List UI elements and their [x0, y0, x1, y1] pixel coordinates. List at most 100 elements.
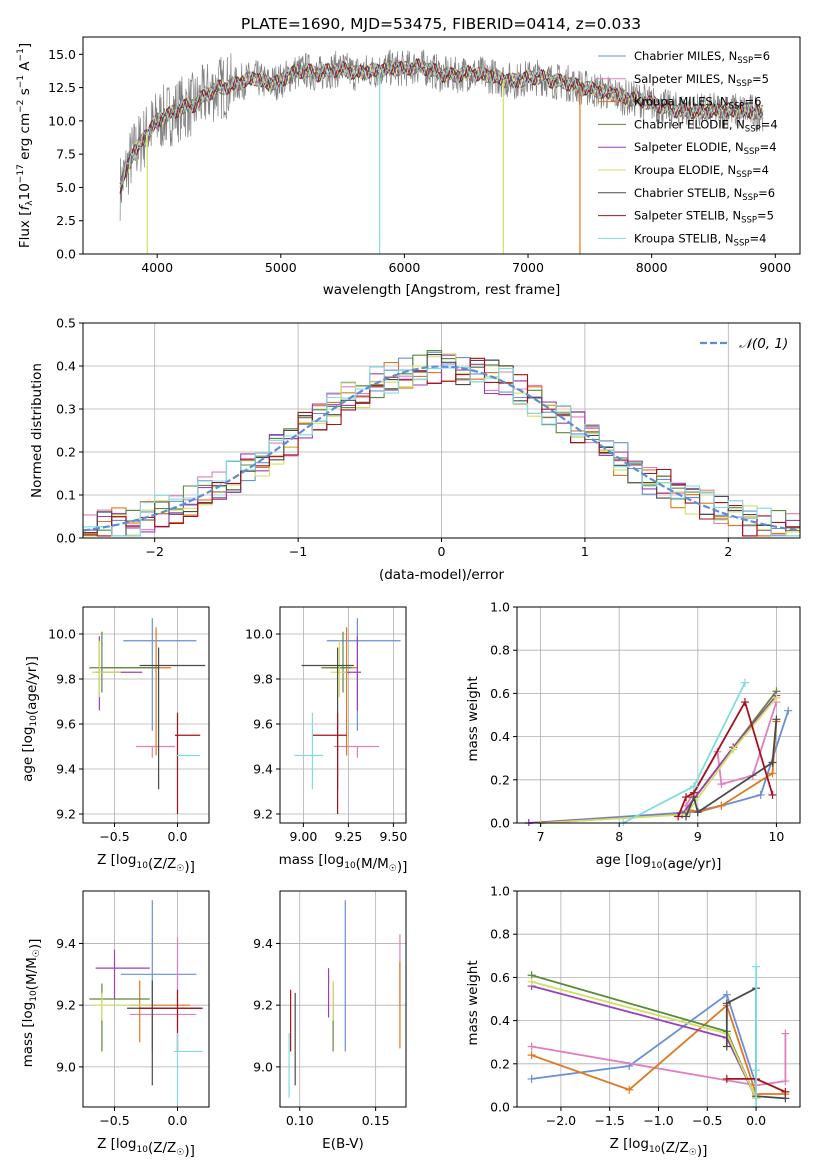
- errorbars: [89, 900, 203, 1104]
- errorbar-point: [129, 980, 191, 1043]
- x-tick-label: 0.0: [168, 1113, 188, 1128]
- weight-marker: [682, 793, 691, 802]
- y-tick-label: 9.2: [253, 807, 273, 822]
- errorbars: [89, 618, 206, 814]
- histograms: [83, 350, 800, 537]
- errorbar-point: [93, 992, 153, 1021]
- weight-marker: [740, 678, 749, 687]
- errorbar-point: [330, 640, 347, 697]
- y-tick-label: 0.5: [56, 316, 76, 331]
- weight-marker: [722, 990, 731, 999]
- errorbar-point: [321, 631, 352, 693]
- weight-marker: [717, 780, 726, 789]
- y-tick-label: 0.3: [56, 402, 76, 417]
- errorbar-point: [312, 712, 347, 814]
- y-tick-label: 2.5: [56, 213, 76, 228]
- errorbar-point: [123, 618, 197, 731]
- weight-series-line: [531, 980, 757, 1099]
- x-tick-label: 9.50: [379, 829, 407, 844]
- panel-weight-vs-Z: −2.0 −1.5 −1.0 −0.5 0.0 0.0 0.2 0.4 0.6 0.8 1.0 Z […: [465, 884, 801, 1159]
- x-tick-label: 7: [537, 829, 545, 844]
- errorbars: [294, 618, 401, 814]
- x-tick-label: −1.0: [643, 1113, 673, 1128]
- axes-frame: [279, 890, 407, 1108]
- weight-series-line: [685, 719, 778, 817]
- weight-lines: [527, 962, 790, 1110]
- y-axis-label: mass weight: [465, 676, 481, 761]
- y-axis-label: age [log10(age/yr)]: [20, 656, 40, 782]
- figure-title: PLATE=1690, MJD=53475, FIBERID=0414, z=0…: [241, 15, 641, 33]
- y-tick-label: 0.0: [490, 1100, 510, 1115]
- gaussian-curve: [83, 365, 800, 532]
- weight-marker: [689, 782, 698, 791]
- x-tick-label: 8: [615, 829, 623, 844]
- x-axis-label: Z [log10(Z/Z☉)]: [97, 852, 195, 875]
- errorbar-point: [334, 745, 379, 758]
- panel-age-vs-Z: −0.5 0.0 9.2 9.4 9.6 9.8 10.0 Z [log10(Z/Z☉)] ag…: [20, 606, 210, 875]
- y-tick-label: 0.0: [56, 247, 76, 262]
- x-tick-label: 9.00: [289, 829, 317, 844]
- weight-series-line: [540, 690, 778, 824]
- legend-entry: Salpeter MILES, NSSP=5: [634, 72, 769, 89]
- y-tick-label: 7.5: [56, 147, 76, 162]
- errorbar-point: [120, 900, 197, 1052]
- y-tick-label: 9.2: [253, 998, 273, 1013]
- weight-series-line: [528, 695, 778, 824]
- x-tick-label: 8000: [636, 260, 668, 275]
- x-tick-label: −1: [289, 544, 307, 559]
- y-tick-label: 0.2: [56, 445, 76, 460]
- x-tick-label: 9: [694, 829, 702, 844]
- weight-marker: [717, 801, 726, 810]
- errorbar-point: [89, 983, 150, 1052]
- y-tick-label: 0.1: [56, 488, 76, 503]
- weight-marker: [527, 977, 536, 986]
- legend-entry: Chabrier ELODIE, NSSP=4: [634, 117, 778, 134]
- y-tick-label: 0.6: [490, 686, 510, 701]
- legend-entry: Kroupa ELODIE, NSSP=4: [634, 163, 769, 180]
- y-tick-label: 0.2: [490, 1056, 510, 1071]
- errorbar-point: [173, 1032, 203, 1104]
- legend-entry: Chabrier STELIB, NSSP=6: [634, 186, 775, 203]
- x-tick-label: −1.5: [595, 1113, 625, 1128]
- errorbar-point: [95, 949, 150, 999]
- errorbar-point: [135, 745, 175, 758]
- y-axis-label: mass [log10(M/M☉)]: [20, 939, 43, 1068]
- y-tick-label: 12.5: [48, 80, 76, 95]
- weight-marker: [729, 745, 738, 754]
- y-tick-label: 9.6: [56, 717, 76, 732]
- y-tick-label: 0.8: [490, 643, 510, 658]
- errorbar-point: [127, 980, 202, 1086]
- legend-entry: Salpeter STELIB, NSSP=5: [634, 209, 774, 226]
- weight-marker: [772, 693, 781, 702]
- x-tick-label: 6000: [389, 260, 421, 275]
- x-axis-label: Z [log10(Z/Z☉)]: [610, 1136, 708, 1159]
- x-tick-label: 5000: [265, 260, 297, 275]
- y-tick-label: 10.0: [48, 113, 76, 128]
- x-tick-label: −2.0: [546, 1113, 576, 1128]
- weight-marker: [674, 812, 683, 821]
- errorbar-point: [91, 640, 121, 697]
- x-tick-label: −0.5: [99, 829, 129, 844]
- y-tick-label: 0.4: [490, 1013, 510, 1028]
- x-tick-label: 10: [768, 829, 784, 844]
- x-tick-label: 4000: [141, 260, 173, 275]
- errorbar-point: [174, 712, 201, 814]
- weight-marker: [625, 1085, 634, 1094]
- weight-marker: [772, 715, 781, 724]
- legend: Chabrier MILES, NSSP=6 Salpeter MILES, NS…: [598, 49, 778, 248]
- weight-marker: [722, 1074, 731, 1083]
- weight-marker: [740, 698, 749, 707]
- weight-series-line: [531, 1033, 787, 1087]
- weight-marker: [527, 1074, 536, 1083]
- weight-series-line: [540, 697, 778, 824]
- y-axis-label: Normed distribution: [29, 363, 45, 498]
- x-tick-label: −0.5: [692, 1113, 722, 1128]
- panel-mass-vs-Z: −0.5 0.0 9.0 9.2 9.4 Z [log10(Z/Z☉)] mass [log…: [20, 890, 210, 1159]
- x-tick-label: −0.5: [99, 1113, 129, 1128]
- legend-entry: Salpeter ELODIE, NSSP=4: [634, 140, 777, 157]
- x-axis-label: Z [log10(Z/Z☉)]: [97, 1136, 195, 1159]
- x-tick-label: 0.15: [362, 1113, 390, 1128]
- y-tick-label: 9.4: [253, 762, 273, 777]
- weight-marker: [722, 999, 731, 1008]
- histogram-step: [83, 357, 800, 537]
